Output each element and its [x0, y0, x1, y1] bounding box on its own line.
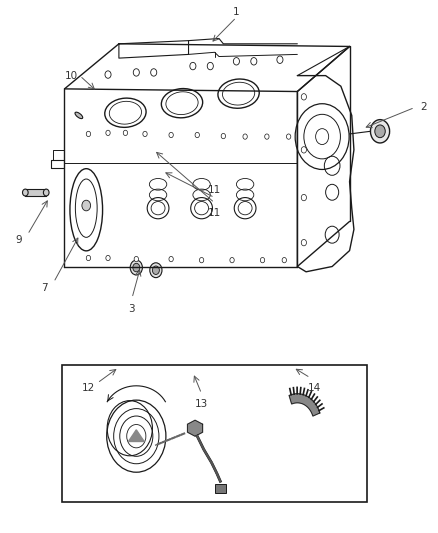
Circle shape	[143, 131, 147, 136]
Circle shape	[301, 94, 307, 100]
Circle shape	[190, 62, 196, 70]
Bar	[62, 365, 367, 503]
Circle shape	[207, 62, 213, 70]
Circle shape	[260, 257, 265, 263]
Text: 14: 14	[308, 383, 321, 393]
Text: 9: 9	[15, 235, 22, 245]
Circle shape	[371, 119, 390, 143]
Circle shape	[43, 189, 49, 196]
Circle shape	[86, 131, 91, 136]
Circle shape	[251, 58, 257, 65]
Ellipse shape	[75, 112, 83, 119]
Circle shape	[282, 257, 286, 263]
Text: 10: 10	[64, 70, 78, 80]
Circle shape	[134, 256, 138, 262]
Circle shape	[86, 255, 91, 261]
Circle shape	[199, 257, 204, 263]
Polygon shape	[289, 394, 320, 416]
Text: 13: 13	[195, 399, 208, 409]
Circle shape	[150, 263, 162, 278]
Bar	[25, 189, 46, 196]
Circle shape	[301, 147, 307, 153]
Circle shape	[169, 256, 173, 262]
Circle shape	[151, 69, 157, 76]
Bar	[215, 484, 226, 494]
Text: 7: 7	[42, 282, 48, 293]
Polygon shape	[128, 430, 144, 441]
Circle shape	[221, 133, 226, 139]
Circle shape	[169, 132, 173, 138]
Circle shape	[195, 132, 199, 138]
Circle shape	[130, 260, 142, 275]
Circle shape	[106, 130, 110, 135]
Text: 12: 12	[82, 383, 95, 393]
Circle shape	[301, 195, 307, 201]
Circle shape	[106, 255, 110, 261]
Circle shape	[301, 239, 307, 246]
Text: 11: 11	[208, 208, 221, 219]
Circle shape	[133, 263, 140, 272]
Text: 11: 11	[208, 184, 221, 195]
Circle shape	[230, 257, 234, 263]
Circle shape	[22, 189, 28, 196]
Circle shape	[123, 130, 127, 135]
Circle shape	[375, 125, 385, 138]
Text: 3: 3	[129, 304, 135, 314]
Circle shape	[277, 56, 283, 63]
Text: 2: 2	[420, 102, 427, 112]
Circle shape	[265, 134, 269, 139]
Circle shape	[105, 71, 111, 78]
Circle shape	[286, 134, 291, 139]
Circle shape	[152, 266, 159, 274]
Text: 1: 1	[233, 7, 240, 17]
Circle shape	[233, 58, 240, 65]
Polygon shape	[187, 420, 203, 436]
Circle shape	[243, 134, 247, 139]
Circle shape	[133, 69, 139, 76]
Circle shape	[82, 200, 91, 211]
